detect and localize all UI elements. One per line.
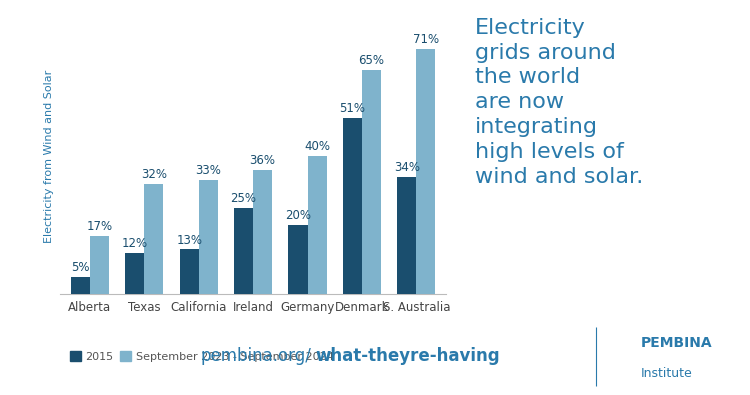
Bar [90, 235, 109, 294]
Text: 25%: 25% [230, 192, 256, 205]
Text: 33%: 33% [195, 164, 221, 177]
Text: pembina.org/: pembina.org/ [200, 348, 311, 365]
Bar [398, 177, 416, 294]
Bar [125, 253, 144, 294]
Text: Institute: Institute [641, 367, 693, 380]
Text: Electricity
grids around
the world
are now
integrating
high levels of
wind and s: Electricity grids around the world are n… [476, 18, 644, 186]
Bar [234, 208, 254, 294]
Text: 12%: 12% [122, 237, 148, 250]
Bar [308, 156, 326, 294]
Text: 13%: 13% [176, 233, 203, 246]
Text: 20%: 20% [285, 209, 311, 222]
Bar [362, 70, 381, 294]
Text: 5%: 5% [71, 261, 90, 274]
Bar [199, 180, 217, 294]
Text: 40%: 40% [304, 140, 330, 153]
Y-axis label: Electricity from Wind and Solar: Electricity from Wind and Solar [44, 70, 55, 243]
Text: 17%: 17% [86, 220, 112, 233]
Text: 36%: 36% [250, 154, 276, 167]
Bar [254, 170, 272, 294]
Bar [416, 49, 435, 294]
Text: 32%: 32% [141, 168, 166, 181]
Text: 51%: 51% [340, 102, 365, 115]
Bar [289, 225, 308, 294]
Text: 65%: 65% [358, 54, 385, 67]
Bar [71, 277, 90, 294]
Legend: 2015, September 2023 - September 2024: 2015, September 2023 - September 2024 [65, 347, 338, 366]
Bar [144, 184, 164, 294]
Text: what-theyre-having: what-theyre-having [315, 348, 500, 365]
Text: 34%: 34% [394, 161, 420, 174]
Bar [343, 118, 362, 294]
Text: PEMBINA: PEMBINA [641, 336, 712, 350]
Bar [180, 249, 199, 294]
Text: 71%: 71% [413, 33, 439, 46]
